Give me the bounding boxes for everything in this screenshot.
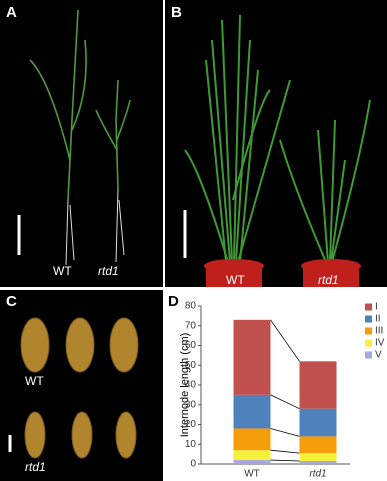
photo-panel	[0, 0, 163, 287]
panel-label: B	[171, 4, 182, 21]
caption: rtd1	[98, 264, 119, 278]
y-tick-label: 80	[185, 301, 197, 312]
legend-swatch	[365, 315, 372, 323]
legend-label: II	[375, 314, 381, 325]
y-tick-label: 70	[185, 320, 197, 331]
bar-segment	[299, 361, 337, 409]
legend-label: IV	[375, 338, 385, 349]
bar-segment	[299, 453, 337, 462]
legend-label: III	[375, 326, 383, 337]
bar-segment	[299, 436, 337, 454]
bar-segment	[233, 394, 271, 429]
y-tick-label: 0	[190, 459, 196, 470]
legend-swatch	[365, 351, 372, 359]
seedling-photo	[29, 9, 131, 201]
y-tick-label: 60	[185, 340, 197, 351]
panel-label: A	[6, 4, 17, 21]
photo-panel	[165, 0, 387, 287]
connector	[270, 459, 300, 462]
connector	[270, 449, 300, 454]
x-tick-label: rtd1	[309, 469, 326, 480]
y-tick-label: 10	[185, 439, 197, 450]
pot	[303, 266, 359, 287]
connector	[270, 319, 300, 362]
bar-segment	[233, 428, 271, 451]
legend-swatch	[365, 327, 372, 335]
bar-segment	[233, 450, 271, 461]
caption: rtd1	[25, 460, 46, 474]
pot	[206, 266, 262, 287]
bar-segment	[299, 461, 337, 464]
caption: WT	[53, 264, 72, 278]
caption: WT	[226, 273, 245, 287]
y-tick-label: 50	[185, 360, 197, 371]
bar-segment	[299, 408, 337, 437]
plant-photo	[184, 14, 371, 263]
x-tick-label: WT	[244, 469, 260, 480]
y-tick-label: 20	[185, 419, 197, 430]
panel-label: D	[168, 293, 179, 310]
panel-label: C	[6, 293, 17, 310]
legend-label: V	[375, 350, 382, 361]
legend-swatch	[365, 339, 372, 347]
y-tick-label: 40	[185, 380, 197, 391]
bar-segment	[233, 460, 271, 464]
connector	[270, 428, 300, 437]
caption: rtd1	[318, 273, 339, 287]
roots	[65, 189, 125, 266]
y-tick-label: 30	[185, 399, 197, 410]
y-axis-label: Internode length (cm)	[179, 333, 191, 438]
connector	[270, 394, 300, 410]
legend-label: I	[375, 302, 378, 313]
legend-swatch	[365, 303, 372, 311]
caption: WT	[25, 374, 44, 388]
bar-segment	[233, 319, 271, 395]
grain-photo	[20, 317, 139, 459]
